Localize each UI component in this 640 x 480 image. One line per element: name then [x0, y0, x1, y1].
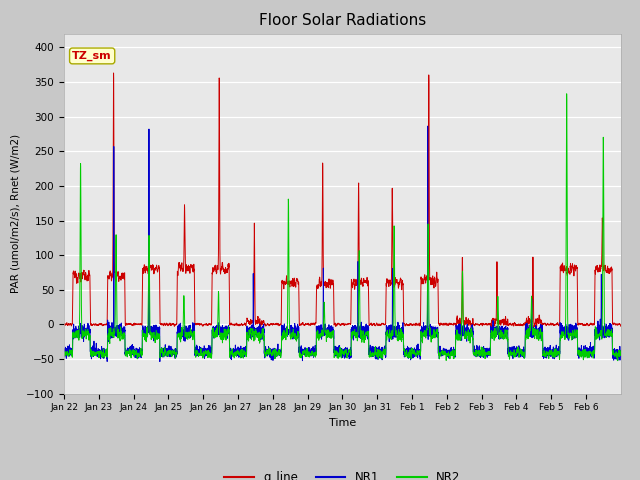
- q_line: [523, 319, 531, 324]
- NR1: [617, 350, 625, 356]
- X-axis label: Time: Time: [329, 418, 356, 428]
- NR1: [156, 359, 164, 364]
- NR1: [537, 323, 545, 329]
- NR1: [60, 351, 68, 357]
- q_line: [364, 275, 371, 280]
- NR2: [617, 351, 625, 357]
- NR1: [424, 123, 431, 129]
- q_line: [60, 322, 68, 328]
- q_line: [393, 277, 401, 283]
- q_line: [176, 264, 184, 270]
- Title: Floor Solar Radiations: Floor Solar Radiations: [259, 13, 426, 28]
- q_line: [488, 327, 495, 333]
- q_line: [495, 320, 503, 326]
- Y-axis label: PAR (umol/m2/s), Rnet (W/m2): PAR (umol/m2/s), Rnet (W/m2): [10, 134, 20, 293]
- Line: NR1: NR1: [64, 126, 621, 361]
- NR2: [393, 330, 401, 336]
- NR2: [60, 354, 68, 360]
- q_line: [617, 324, 625, 329]
- NR1: [364, 325, 371, 331]
- NR2: [523, 330, 531, 336]
- NR1: [495, 327, 503, 333]
- NR2: [495, 332, 503, 338]
- Legend: q_line, NR1, NR2: q_line, NR1, NR2: [220, 466, 465, 480]
- NR1: [523, 329, 531, 335]
- q_line: [109, 70, 117, 76]
- NR2: [363, 332, 371, 337]
- NR1: [393, 329, 401, 335]
- NR1: [176, 331, 184, 336]
- NR2: [537, 330, 545, 336]
- Text: TZ_sm: TZ_sm: [72, 51, 112, 61]
- q_line: [537, 320, 545, 325]
- Line: q_line: q_line: [64, 73, 621, 330]
- NR2: [614, 358, 621, 363]
- NR2: [175, 331, 183, 336]
- Line: NR2: NR2: [64, 94, 621, 360]
- NR2: [563, 91, 570, 96]
